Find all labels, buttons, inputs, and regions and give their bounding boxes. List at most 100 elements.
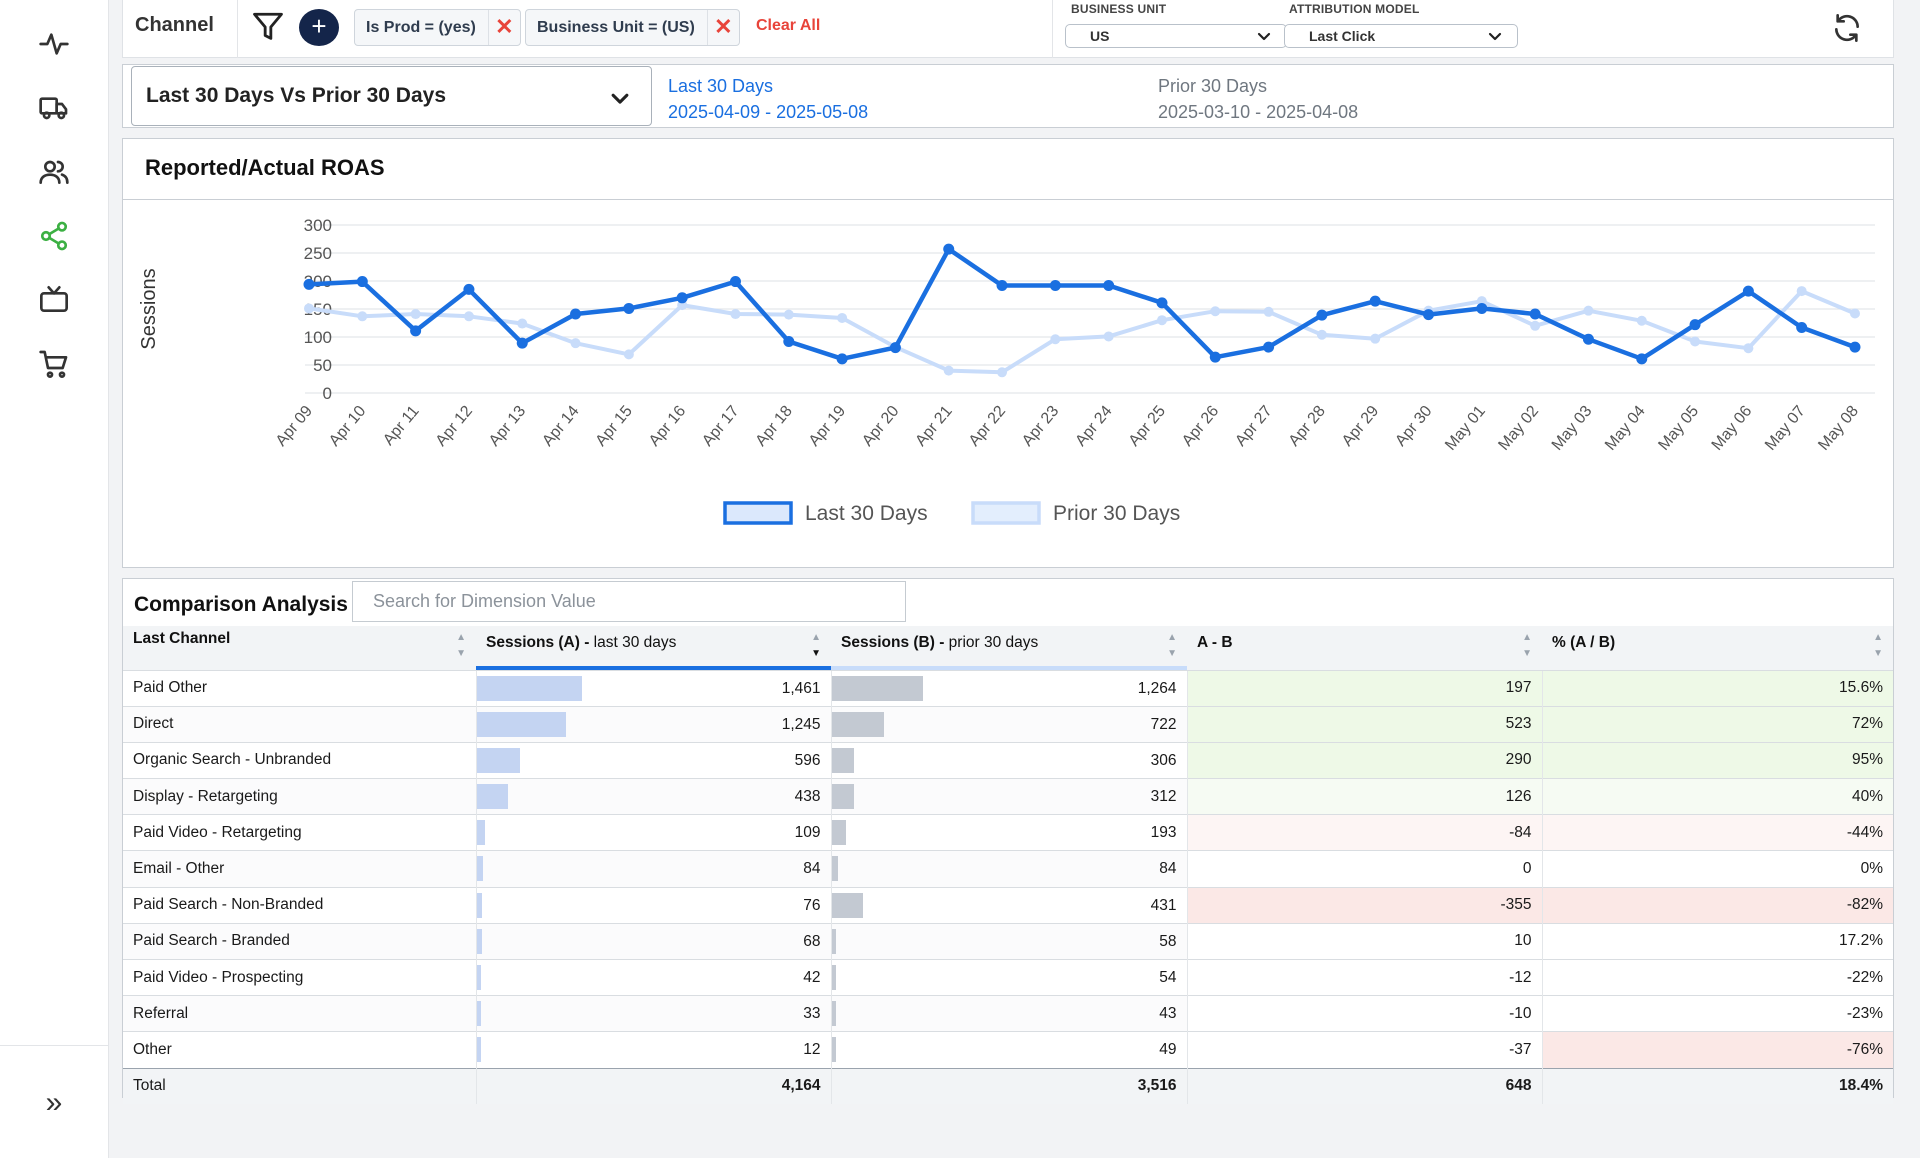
series-prior-point <box>410 309 421 320</box>
table-row[interactable]: Paid Other 1,461 1,264 197 15.6% <box>123 669 1893 707</box>
business-unit-select[interactable]: US <box>1065 24 1287 48</box>
column-header[interactable]: Sessions (B) - prior 30 days ▲ ▼ <box>831 626 1187 670</box>
business-unit-value: US <box>1090 28 1110 44</box>
pct-cell: -44% <box>1541 814 1893 851</box>
sessions-b-cell: 43 <box>830 995 1187 1032</box>
sessions-a-cell: 596 <box>475 741 831 779</box>
users-icon[interactable] <box>34 152 74 192</box>
table-row[interactable]: Direct 1,245 722 523 72% <box>123 705 1893 743</box>
tv-icon[interactable] <box>34 280 74 320</box>
series-prior-point <box>570 338 581 349</box>
table-row[interactable]: Organic Search - Unbranded 596 306 290 95% <box>123 741 1893 779</box>
table-row[interactable]: Other 12 49 -37 -76% <box>123 1031 1893 1069</box>
x-tick-label: Apr 21 <box>912 403 955 450</box>
x-tick-label: Apr 23 <box>1019 403 1062 450</box>
series-last-point <box>729 276 741 288</box>
sessions-b-cell: 722 <box>830 705 1187 743</box>
sessions-b-cell: 49 <box>830 1031 1187 1069</box>
activity-icon[interactable] <box>34 24 74 64</box>
sessions-a-cell: 84 <box>475 850 831 888</box>
double-chevron-right-icon[interactable]: » <box>45 1086 63 1119</box>
channel-cell: Paid Video - Retargeting <box>123 814 476 851</box>
filter-chip-business-unit[interactable]: Business Unit = (US) ✕ <box>525 9 740 46</box>
series-prior-point <box>357 311 368 322</box>
column-header-sub: prior 30 days <box>944 634 1039 651</box>
x-tick-label: May 05 <box>1655 403 1702 454</box>
refresh-icon[interactable] <box>1831 12 1863 44</box>
channel-cell: Display - Retargeting <box>123 778 476 815</box>
x-tick-label: May 06 <box>1709 403 1756 454</box>
series-last-line <box>308 246 1856 362</box>
filter-icon[interactable] <box>251 10 285 44</box>
table-row[interactable]: Paid Video - Prospecting 42 54 -12 -22% <box>123 958 1893 996</box>
table-row[interactable]: Email - Other 84 84 0 0% <box>123 850 1893 888</box>
clear-all-link[interactable]: Clear All <box>756 17 821 34</box>
x-tick-label: May 02 <box>1495 403 1542 454</box>
sort-icon[interactable]: ▲ ▼ <box>1873 632 1883 659</box>
x-tick-label: Apr 10 <box>326 403 369 450</box>
diff-cell: -10 <box>1186 995 1542 1032</box>
diff-cell: -37 <box>1186 1031 1542 1069</box>
sessions-b-cell: 431 <box>830 886 1187 924</box>
series-last-point <box>1263 341 1275 353</box>
table-row[interactable]: Paid Search - Non-Branded 76 431 -355 -82% <box>123 886 1893 924</box>
series-prior-point <box>1370 333 1381 344</box>
sessions-b-cell: 306 <box>830 741 1187 779</box>
close-icon[interactable]: ✕ <box>706 10 739 45</box>
table-row[interactable]: Paid Video - Retargeting 109 193 -84 -44% <box>123 814 1893 851</box>
period-select[interactable]: Last 30 Days Vs Prior 30 Days <box>131 66 652 126</box>
card-divider <box>123 199 1893 200</box>
business-unit-label: BUSINESS UNIT <box>1071 2 1167 16</box>
series-prior-point <box>730 309 741 320</box>
series-prior-point <box>1530 320 1541 331</box>
column-header-sub: last 30 days <box>589 634 677 651</box>
series-last-point <box>1369 295 1381 307</box>
series-last-point <box>1529 308 1541 320</box>
sort-icon[interactable]: ▲ ▼ <box>456 632 466 659</box>
value-bar <box>476 965 481 990</box>
channel-cell: Direct <box>123 705 476 743</box>
value-bar <box>476 675 582 701</box>
series-prior-point <box>517 318 528 329</box>
attribution-model-select[interactable]: Last Click <box>1284 24 1518 48</box>
pct-cell: 17.2% <box>1541 922 1893 960</box>
sessions-b-cell: 54 <box>830 958 1187 996</box>
filter-chip-is-prod[interactable]: Is Prod = (yes) ✕ <box>354 9 521 46</box>
share-icon[interactable] <box>34 216 74 256</box>
table-row[interactable]: Referral 33 43 -10 -23% <box>123 995 1893 1032</box>
channel-cell: Paid Search - Non-Branded <box>123 886 476 924</box>
series-last-point <box>410 325 422 337</box>
add-filter-button[interactable]: + <box>299 9 339 46</box>
cell-value: 68 <box>803 932 821 950</box>
truck-icon[interactable] <box>34 88 74 128</box>
column-header[interactable]: Last Channel ▲ ▼ <box>123 626 476 670</box>
table-row[interactable]: Display - Retargeting 438 312 126 40% <box>123 778 1893 815</box>
dimension-search-input[interactable] <box>352 581 906 622</box>
series-prior-point <box>463 311 474 322</box>
column-header[interactable]: Sessions (A) - last 30 days ▲ ▼ <box>476 626 831 670</box>
series-prior-point <box>943 365 954 376</box>
period-b-range: 2025-03-10 - 2025-04-08 <box>1158 102 1359 122</box>
y-tick-label: 100 <box>304 328 332 347</box>
sort-icon[interactable]: ▲ ▼ <box>1522 632 1532 659</box>
column-header-label: % (A / B) <box>1552 634 1616 651</box>
table-row[interactable]: Paid Search - Branded 68 58 10 17.2% <box>123 922 1893 960</box>
series-last-point <box>623 302 635 314</box>
sort-icon[interactable]: ▲ ▼ <box>1167 632 1177 659</box>
series-prior-point <box>1850 308 1860 319</box>
sidebar-divider <box>0 1045 109 1046</box>
cart-icon[interactable] <box>34 344 74 384</box>
value-bar <box>831 965 836 990</box>
diff-cell: 0 <box>1186 850 1542 888</box>
sessions-b-cell: 312 <box>830 778 1187 815</box>
chart-title: Reported/Actual ROAS <box>145 155 385 180</box>
x-tick-label: Apr 30 <box>1392 403 1435 450</box>
column-header[interactable]: % (A / B) ▲ ▼ <box>1542 626 1893 670</box>
cell-value: 12 <box>803 1041 821 1059</box>
column-header[interactable]: A - B ▲ ▼ <box>1187 626 1542 670</box>
period-comparison-bar: Last 30 Days Vs Prior 30 Days Last 30 Da… <box>122 64 1894 128</box>
close-icon[interactable]: ✕ <box>487 10 520 45</box>
cell-value: 33 <box>803 1005 821 1023</box>
x-tick-label: Apr 15 <box>593 403 636 450</box>
sort-icon[interactable]: ▲ ▼ <box>811 632 821 659</box>
